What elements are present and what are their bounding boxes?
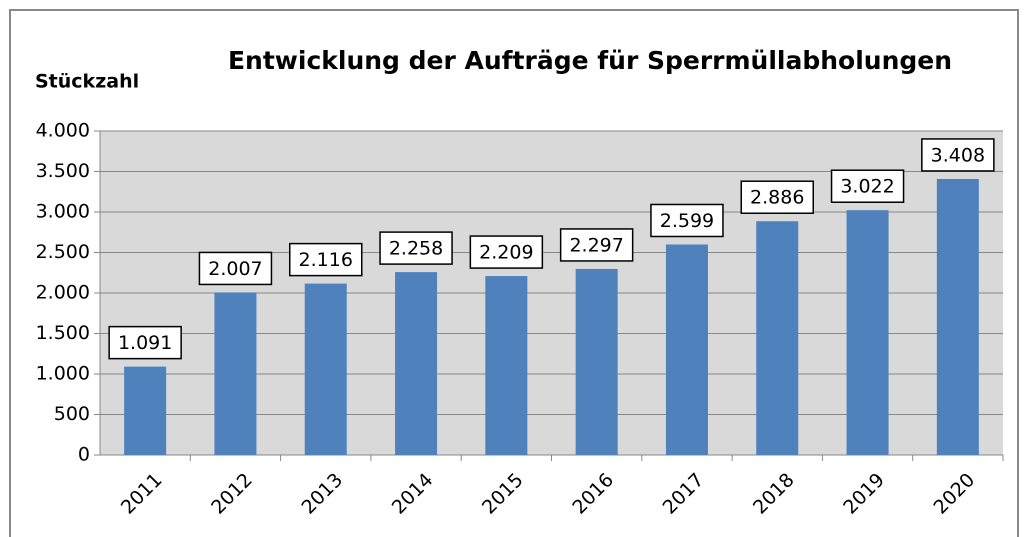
y-tick-label: 500 — [54, 403, 90, 425]
value-label: 3.408 — [931, 144, 985, 166]
bar — [575, 268, 618, 455]
value-label-box — [830, 169, 905, 203]
y-tick-label: 1.500 — [36, 322, 90, 344]
value-label: 2.258 — [389, 238, 443, 260]
value-label-box — [379, 231, 453, 265]
y-tick-label: 2.500 — [36, 241, 90, 263]
chart-title: Entwicklung der Aufträge für Sperrmüllab… — [228, 46, 952, 75]
bar — [124, 366, 167, 455]
bar — [395, 272, 438, 455]
value-label: 3.022 — [840, 176, 894, 198]
value-label-box — [921, 138, 995, 172]
value-label-box — [740, 180, 814, 214]
value-label-box — [559, 228, 634, 262]
value-label: 2.886 — [750, 187, 804, 209]
value-label: 2.297 — [569, 234, 623, 256]
bar — [665, 244, 708, 455]
y-tick-label: 1.000 — [36, 363, 90, 385]
bar — [846, 210, 889, 455]
bar — [304, 283, 347, 455]
value-label-box — [108, 325, 182, 360]
y-tick-label: 3.000 — [36, 201, 90, 223]
y-axis-label: Stückzahl — [35, 71, 139, 93]
bar — [936, 178, 979, 455]
value-label-box — [469, 235, 544, 269]
value-label: 2.209 — [479, 242, 533, 264]
bar — [756, 221, 799, 455]
value-label: 2.599 — [660, 210, 714, 232]
y-tick-label: 0 — [78, 444, 90, 466]
value-label-box — [289, 242, 363, 277]
bar — [485, 276, 528, 455]
bar — [214, 292, 257, 455]
y-tick-label: 2.000 — [36, 282, 90, 304]
value-label-box — [650, 203, 724, 238]
value-label: 2.116 — [299, 249, 353, 271]
value-label: 1.091 — [118, 332, 172, 354]
value-label: 2.007 — [208, 258, 262, 280]
y-tick-label: 3.500 — [36, 160, 90, 182]
value-label-box — [198, 251, 273, 286]
y-tick-label: 4.000 — [36, 120, 90, 142]
